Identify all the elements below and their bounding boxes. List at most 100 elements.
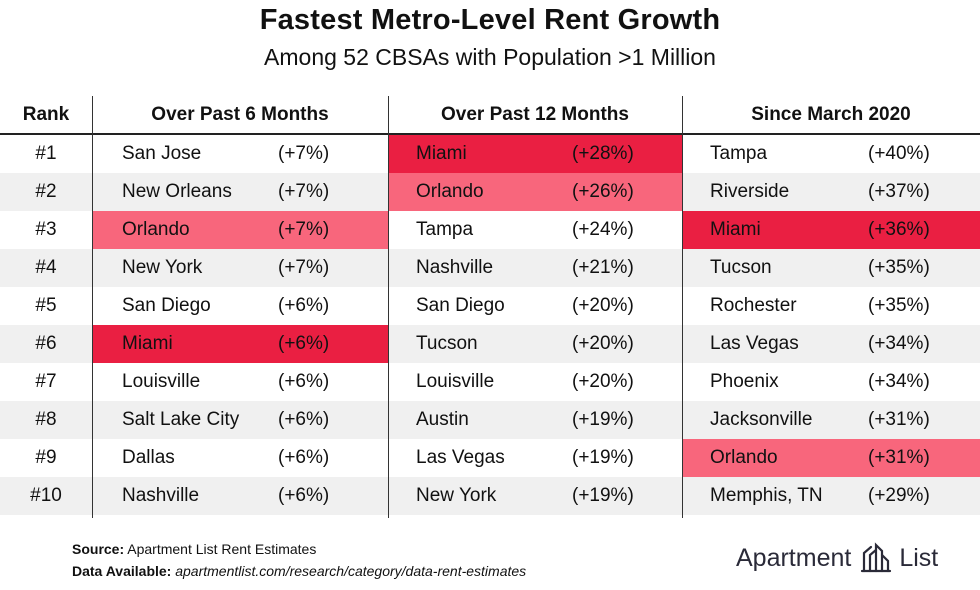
- metro-cell: Tucson (+20%): [388, 325, 682, 363]
- metro-cell: Tampa (+24%): [388, 211, 682, 249]
- column-divider: [682, 96, 683, 518]
- metro-cell: Salt Lake City (+6%): [92, 401, 388, 439]
- growth-percent: (+31%): [868, 447, 930, 468]
- growth-percent: (+37%): [868, 181, 930, 202]
- rank-cell: #5: [35, 295, 57, 316]
- metro-name: Tucson: [416, 333, 478, 354]
- metro-cell: Tucson (+35%): [682, 249, 980, 287]
- metro-name: Las Vegas: [416, 447, 505, 468]
- metro-cell: Nashville (+6%): [92, 477, 388, 515]
- table-row: #4 New York (+7%) Nashville (+21%) Tucson (+35…: [0, 249, 980, 287]
- growth-percent: (+34%): [868, 371, 930, 392]
- metro-cell: Memphis, TN (+29%): [682, 477, 980, 515]
- table-row: #8 Salt Lake City (+6%) Austin (+19%) Jackson…: [0, 401, 980, 439]
- metro-name: Tampa: [416, 219, 474, 240]
- metro-name: Memphis, TN: [710, 485, 823, 506]
- growth-percent: (+29%): [868, 485, 930, 506]
- metro-cell: Austin (+19%): [388, 401, 682, 439]
- table-row: #1 San Jose (+7%) Miami (+28%) Tampa (+40%): [0, 135, 980, 173]
- column-divider: [388, 96, 389, 518]
- metro-cell: Louisville (+20%): [388, 363, 682, 401]
- growth-percent: (+20%): [572, 295, 634, 316]
- growth-percent: (+31%): [868, 409, 930, 430]
- rank-cell: #2: [35, 181, 57, 202]
- apartment-list-logo-icon: [859, 541, 893, 575]
- metro-name: Nashville: [122, 485, 200, 506]
- growth-percent: (+7%): [278, 181, 330, 202]
- metro-cell: Miami (+6%): [92, 325, 388, 363]
- growth-percent: (+20%): [572, 371, 634, 392]
- metro-cell: San Diego (+20%): [388, 287, 682, 325]
- metro-name: New Orleans: [122, 181, 232, 202]
- metro-name: San Jose: [122, 143, 202, 164]
- growth-percent: (+6%): [278, 371, 330, 392]
- metro-name: Salt Lake City: [122, 409, 240, 430]
- header-since-march-2020: Since March 2020: [751, 104, 911, 125]
- growth-percent: (+6%): [278, 447, 330, 468]
- growth-percent: (+28%): [572, 143, 634, 164]
- chart-subtitle: Among 52 CBSAs with Population >1 Millio…: [264, 44, 716, 70]
- growth-percent: (+6%): [278, 409, 330, 430]
- growth-percent: (+7%): [278, 219, 330, 240]
- growth-percent: (+21%): [572, 257, 634, 278]
- growth-percent: (+34%): [868, 333, 930, 354]
- metro-cell: Miami (+28%): [388, 135, 682, 173]
- table-row: #3 Orlando (+7%) Tampa (+24%) Miami (+36%): [0, 211, 980, 249]
- rank-cell: #6: [35, 333, 57, 354]
- apartment-list-logo: Apartment List: [736, 538, 938, 578]
- rank-cell: #3: [35, 219, 57, 240]
- metro-cell: Orlando (+26%): [388, 173, 682, 211]
- metro-name: Orlando: [122, 219, 190, 240]
- header-six-months: Over Past 6 Months: [151, 104, 329, 125]
- metro-cell: Las Vegas (+34%): [682, 325, 980, 363]
- growth-percent: (+26%): [572, 181, 634, 202]
- metro-name: Orlando: [416, 181, 484, 202]
- metro-name: San Diego: [416, 295, 505, 316]
- data-available-note: Data Available: apartmentlist.com/resear…: [72, 563, 526, 579]
- metro-cell: New York (+19%): [388, 477, 682, 515]
- metro-cell: Louisville (+6%): [92, 363, 388, 401]
- metro-name: Tampa: [710, 143, 768, 164]
- metro-name: Jacksonville: [710, 409, 813, 430]
- metro-cell: Miami (+36%): [682, 211, 980, 249]
- metro-name: New York: [416, 485, 497, 506]
- metro-name: Riverside: [710, 181, 790, 202]
- rank-cell: #10: [30, 485, 62, 506]
- table-row: #2 New Orleans (+7%) Orlando (+26%) Riverside…: [0, 173, 980, 211]
- metro-cell: Orlando (+31%): [682, 439, 980, 477]
- metro-name: Miami: [710, 219, 761, 240]
- source-label: Source:: [72, 541, 125, 557]
- metro-name: Las Vegas: [710, 333, 799, 354]
- metro-name: Miami: [416, 143, 467, 164]
- metro-name: Louisville: [416, 371, 495, 392]
- growth-percent: (+35%): [868, 295, 930, 316]
- chart-title: Fastest Metro-Level Rent Growth: [259, 4, 721, 36]
- header-twelve-months: Over Past 12 Months: [441, 104, 629, 125]
- metro-name: Rochester: [710, 295, 797, 316]
- metro-cell: San Jose (+7%): [92, 135, 388, 173]
- growth-percent: (+6%): [278, 333, 330, 354]
- metro-cell: Las Vegas (+19%): [388, 439, 682, 477]
- growth-percent: (+40%): [868, 143, 930, 164]
- source-text: Apartment List Rent Estimates: [127, 541, 317, 557]
- metro-name: Phoenix: [710, 371, 779, 392]
- table-row: #6 Miami (+6%) Tucson (+20%) Las Vegas (+34%): [0, 325, 980, 363]
- metro-name: Miami: [122, 333, 173, 354]
- metro-cell: San Diego (+6%): [92, 287, 388, 325]
- metro-name: New York: [122, 257, 203, 278]
- metro-name: San Diego: [122, 295, 211, 316]
- growth-percent: (+24%): [572, 219, 634, 240]
- rank-cell: #8: [35, 409, 57, 430]
- table-row: #7 Louisville (+6%) Louisville (+20%) Phoenix…: [0, 363, 980, 401]
- data-available-label: Data Available:: [72, 563, 172, 579]
- metro-cell: Tampa (+40%): [682, 135, 980, 173]
- metro-name: Nashville: [416, 257, 494, 278]
- metro-name: Louisville: [122, 371, 201, 392]
- table-row: #9 Dallas (+6%) Las Vegas (+19%) Orlando (+31%…: [0, 439, 980, 477]
- metro-cell: New York (+7%): [92, 249, 388, 287]
- table-row: #10 Nashville (+6%) New York (+19%) Memphis, …: [0, 477, 980, 515]
- logo-text: Apartment: [736, 543, 852, 572]
- header-rank: Rank: [22, 104, 70, 125]
- metro-cell: New Orleans (+7%): [92, 173, 388, 211]
- growth-percent: (+36%): [868, 219, 930, 240]
